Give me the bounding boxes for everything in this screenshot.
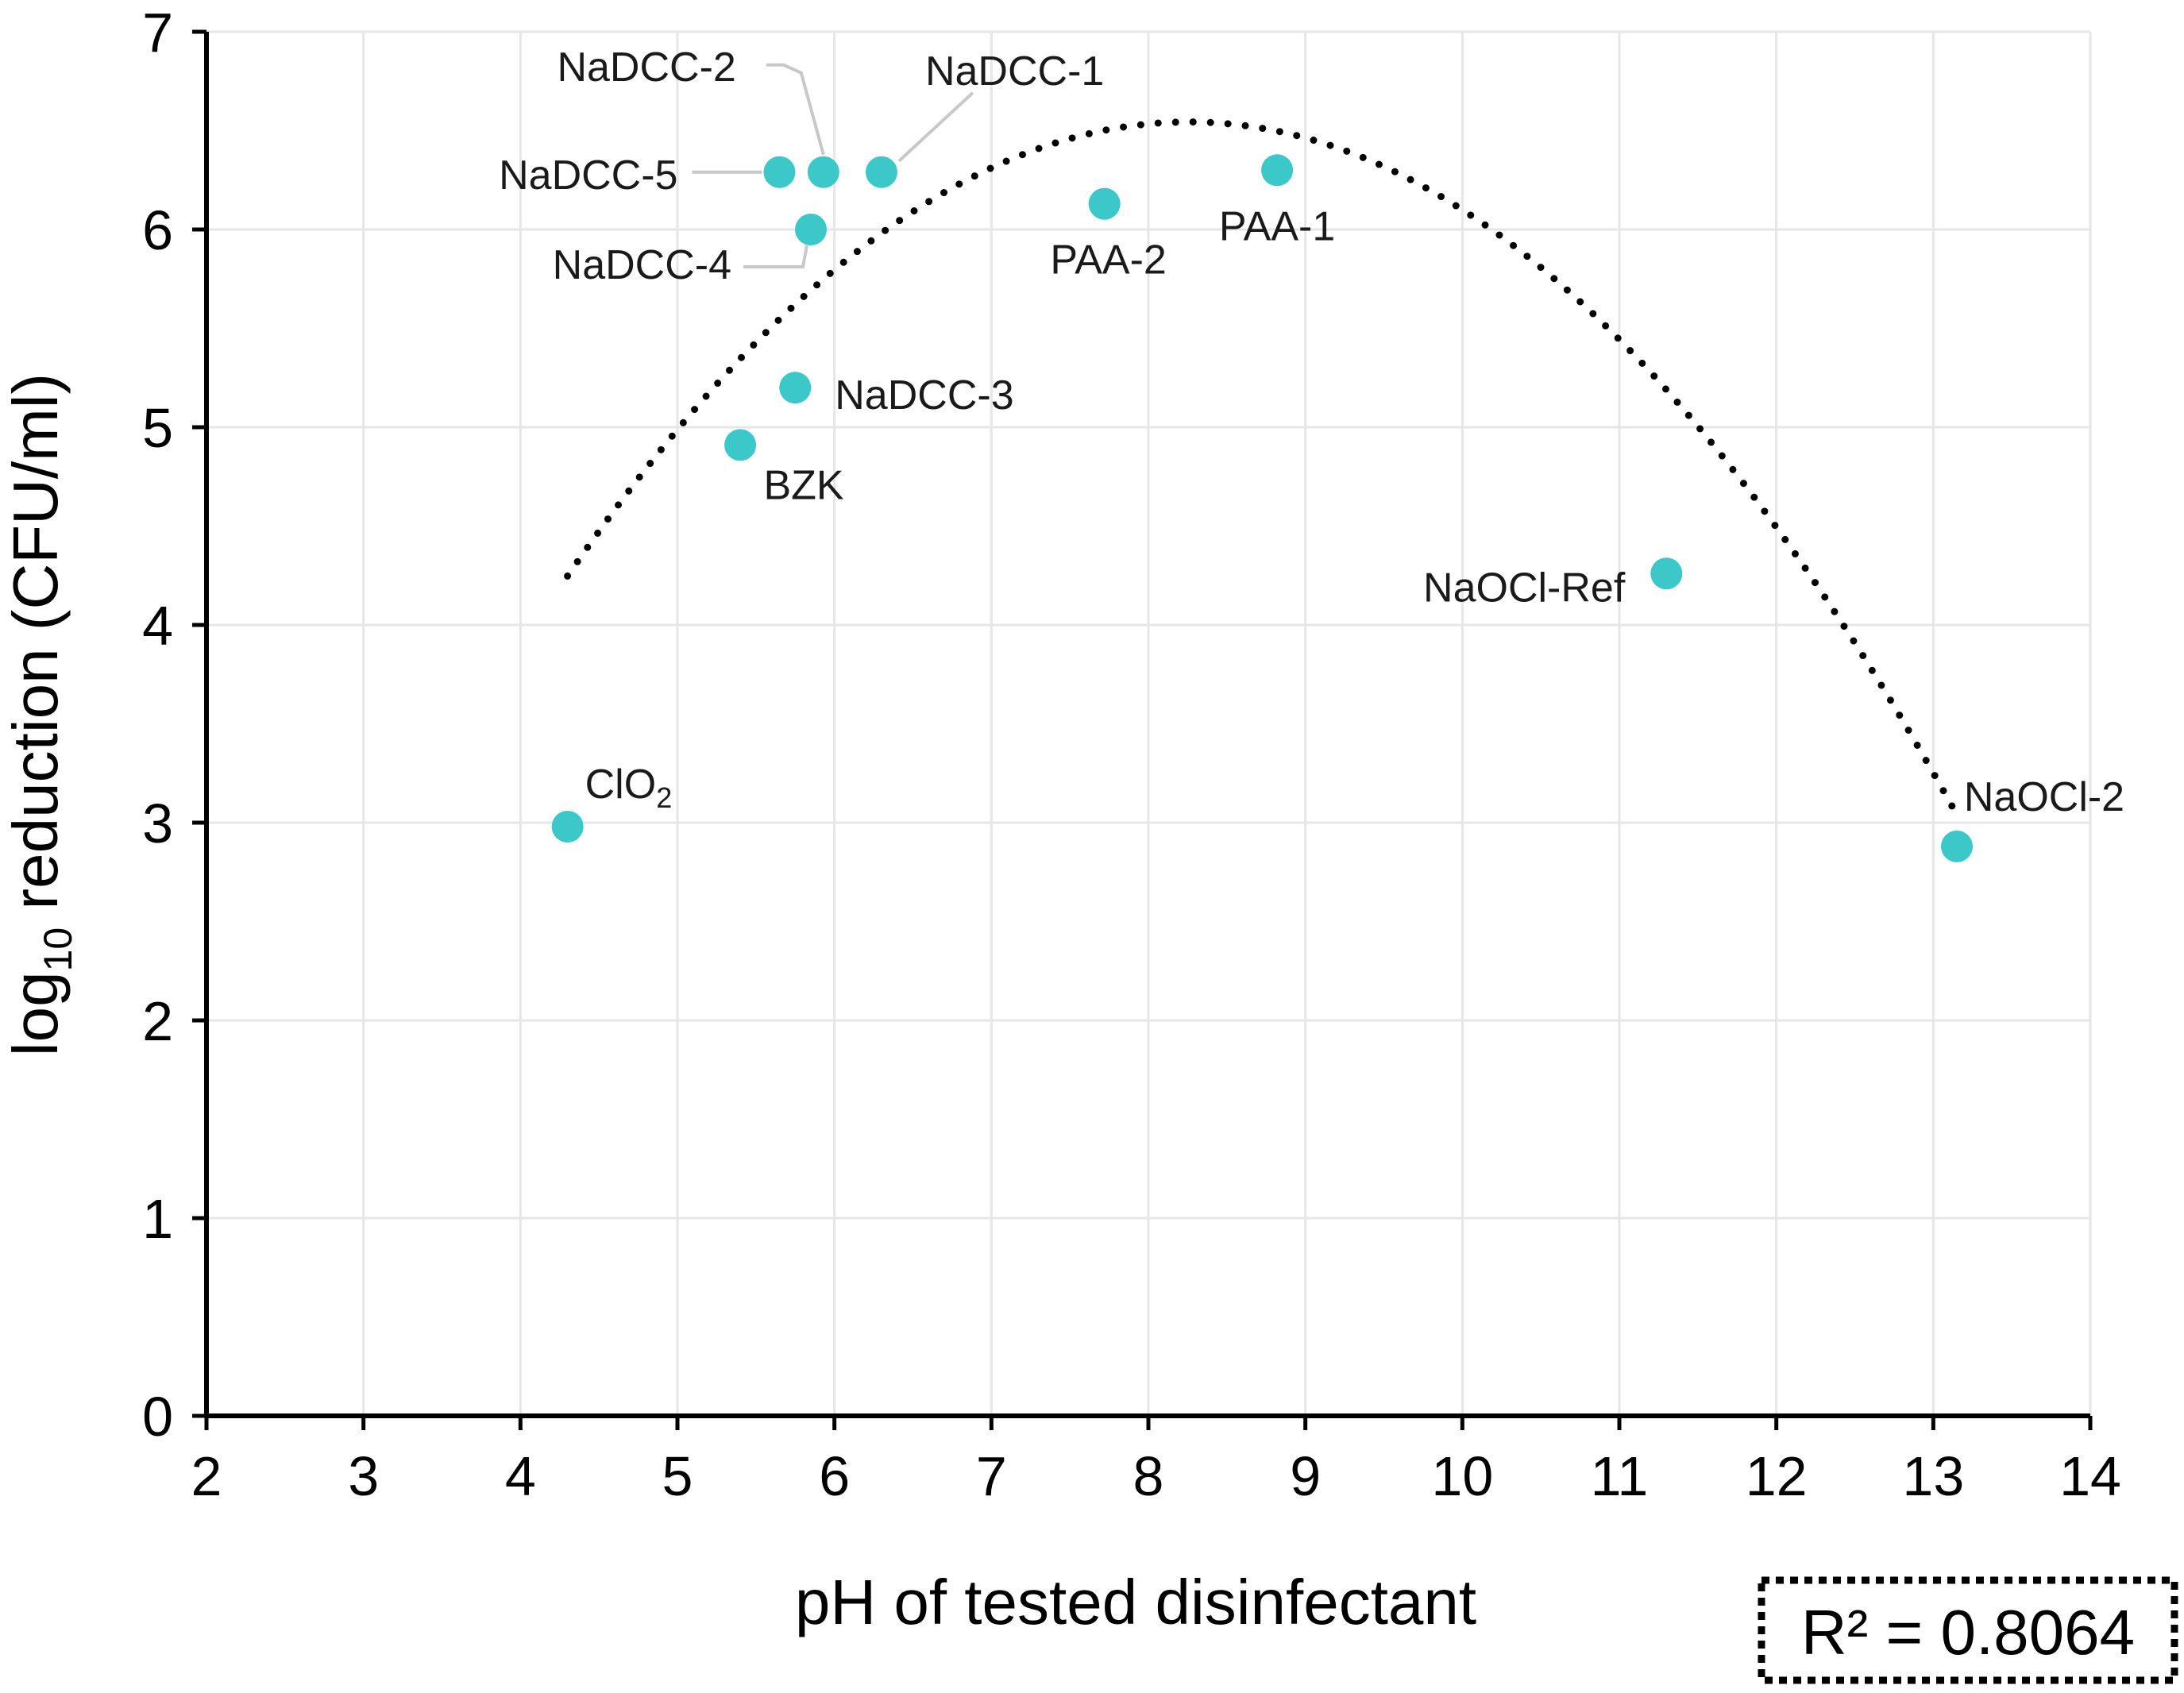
x-tick-label: 8	[1133, 1445, 1164, 1507]
y-tick-label: 6	[142, 199, 173, 261]
x-tick-label: 13	[1902, 1445, 1964, 1507]
y-tick-label: 4	[142, 595, 173, 657]
x-tick-label: 7	[976, 1445, 1007, 1507]
point-label-nadcc-5: NaDCC-5	[499, 152, 677, 199]
leader-line	[743, 245, 808, 268]
x-tick-label: 4	[505, 1445, 536, 1507]
y-axis-title-subscript: 10	[36, 927, 80, 972]
point-label-naocl-2: NaOCl-2	[1964, 774, 2124, 820]
point-label-clo2: ClO2	[585, 762, 673, 814]
trendline	[564, 118, 1961, 819]
x-tick-label: 10	[1431, 1445, 1493, 1507]
data-point-naocl-2	[1940, 830, 1973, 862]
y-tick-label: 5	[142, 397, 173, 459]
data-point-clo2	[551, 810, 584, 843]
data-point-nadcc-4	[795, 214, 828, 245]
data-point-nadcc-2	[807, 156, 839, 188]
x-tick-label: 14	[2059, 1445, 2121, 1507]
r-squared-box: R² = 0.8064	[1758, 1576, 2178, 1684]
point-label-nadcc-3: NaDCC-3	[835, 372, 1013, 418]
leader-line	[897, 91, 974, 163]
x-tick-label: 6	[819, 1445, 850, 1507]
x-tick-label: 2	[191, 1445, 222, 1507]
point-label-paa-2: PAA-2	[1050, 237, 1166, 283]
r-squared-box-border	[1758, 1576, 2178, 1684]
point-label-nadcc-2: NaDCC-2	[557, 44, 735, 91]
y-tick-label: 2	[142, 990, 173, 1052]
data-point-nadcc-1	[865, 156, 897, 188]
data-point-nadcc-5	[763, 156, 796, 188]
point-label-paa-1: PAA-1	[1219, 203, 1335, 249]
trendline-group	[564, 118, 1961, 819]
grid	[206, 30, 2092, 1416]
y-tick-label: 7	[142, 2, 173, 64]
y-tick-label: 3	[142, 793, 173, 854]
x-tick-label: 3	[348, 1445, 379, 1507]
leader-lines	[692, 63, 974, 268]
point-label-nadcc-1: NaDCC-1	[925, 48, 1104, 94]
y-tick-label: 0	[142, 1386, 173, 1448]
r-squared-label: R² = 0.8064	[1801, 1597, 2135, 1668]
y-tick-label: 1	[142, 1188, 173, 1250]
x-axis-title: pH of tested disinfectant	[795, 1567, 1476, 1637]
data-point-paa-2	[1088, 187, 1121, 220]
point-label-naocl-ref: NaOCl-Ref	[1423, 565, 1626, 611]
x-tick-label: 9	[1290, 1445, 1321, 1507]
x-tick-label: 11	[1591, 1445, 1649, 1507]
data-points	[551, 154, 1973, 862]
data-point-paa-1	[1261, 154, 1294, 187]
point-label-nadcc-4: NaDCC-4	[553, 242, 731, 288]
point-label-bzk: BZK	[763, 462, 843, 508]
data-point-naocl-ref	[1650, 557, 1683, 590]
data-point-bzk	[724, 429, 757, 461]
y-axis-title-main: log	[0, 971, 71, 1056]
y-axis-title: log10 reduction (CFU/ml)	[0, 373, 80, 1056]
point-labels: NaDCC-1 NaDCC-2 NaDCC-3 NaDCC-4 NaDCC-5 PAA-1…	[499, 44, 2124, 820]
data-point-nadcc-3	[779, 372, 812, 404]
x-tick-label: 5	[662, 1445, 693, 1507]
y-axis-title-rest: reduction (CFU/ml)	[0, 373, 71, 927]
leader-line	[766, 63, 825, 156]
x-tick-label: 12	[1746, 1445, 1808, 1507]
